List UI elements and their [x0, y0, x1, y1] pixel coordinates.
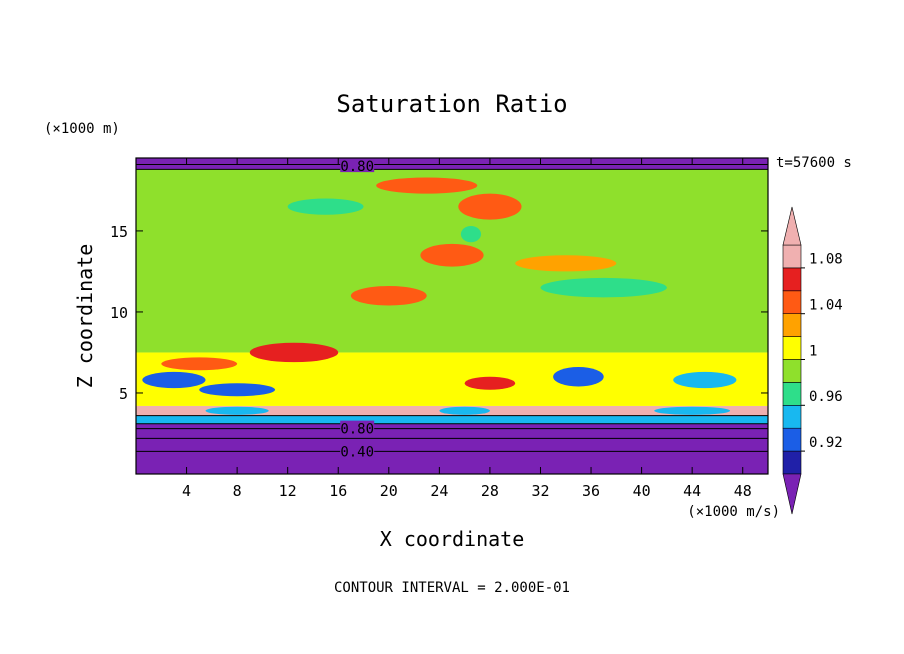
field-band [136, 158, 768, 170]
field-feature [515, 255, 617, 272]
field-feature [205, 406, 269, 415]
x-tick-label: 48 [734, 482, 752, 500]
y-axis-title: Z coordinate [73, 244, 97, 389]
plot-frame [135, 157, 769, 475]
colorbar-segment [782, 382, 802, 406]
x-tick-label: 16 [329, 482, 347, 500]
chart-title: Saturation Ratio [336, 90, 567, 118]
contour-lines: 0.80 0.80 0.40 [136, 158, 768, 460]
y-unit-label: (×1000 m) [44, 121, 120, 137]
x-tick-label: 12 [279, 482, 297, 500]
field-feature [199, 383, 276, 397]
field-feature [458, 193, 522, 220]
contour-label: 0.80 [340, 422, 374, 438]
colorbar-extend-bottom [782, 473, 802, 515]
colorbar-tick-label: 1.04 [809, 298, 843, 314]
field-feature [249, 342, 339, 363]
colorbar-segment [782, 359, 802, 383]
x-axis-title: X coordinate [380, 527, 525, 551]
field-feature [287, 198, 364, 215]
colorbar-segment [782, 336, 802, 360]
contour-interval-label: CONTOUR INTERVAL = 2.000E-01 [334, 580, 570, 596]
contour-label-bg [340, 443, 375, 458]
field-feature [376, 177, 478, 194]
colorbar-tick-label: 0.92 [809, 435, 843, 451]
field-feature [420, 243, 484, 267]
field-feature [350, 286, 427, 306]
y-tick-label: 15 [110, 223, 128, 241]
field-feature [161, 357, 238, 371]
y-tick-label: 10 [110, 304, 128, 322]
colorbar-segment [782, 404, 802, 429]
x-axis: 4 8 12 16 20 24 28 32 36 40 44 48 [182, 158, 752, 500]
colorbar: 0.92 0.96 1 1.04 1.08 [782, 206, 843, 515]
x-tick-label: 32 [531, 482, 549, 500]
field-feature [673, 371, 737, 389]
colorbar-tick-label: 0.96 [809, 389, 843, 405]
field-feature [464, 376, 516, 390]
contour-label: 0.80 [340, 159, 374, 175]
field-feature [439, 406, 490, 415]
y-axis: 5 10 15 [110, 223, 768, 403]
colorbar-segment [782, 244, 802, 269]
x-tick-label: 28 [481, 482, 499, 500]
field-feature [654, 406, 731, 415]
x-tick-label: 4 [182, 482, 191, 500]
y-tick-label: 5 [119, 385, 128, 403]
x-tick-label: 20 [380, 482, 398, 500]
x-unit-label: (×1000 m/s) [687, 504, 780, 520]
x-tick-label: 40 [633, 482, 651, 500]
field-feature [460, 226, 482, 243]
field-feature [142, 371, 206, 389]
contour-label-bg [340, 158, 375, 173]
time-label: t=57600 s [776, 155, 852, 171]
colorbar-tick-label: 1.08 [809, 252, 843, 268]
colorbar-segment [782, 290, 802, 314]
colorbar-segment [782, 450, 802, 475]
colorbar-extend-top [782, 206, 802, 246]
contour-field [136, 158, 768, 474]
contour-label: 0.40 [340, 444, 374, 460]
x-tick-label: 36 [582, 482, 600, 500]
field-band [136, 415, 768, 424]
field-feature [553, 367, 604, 387]
field-band [136, 352, 768, 406]
colorbar-segment [782, 313, 802, 337]
contour-label-bg [340, 420, 375, 435]
colorbar-segment [782, 427, 802, 452]
field-feature [540, 277, 667, 298]
x-tick-label: 8 [233, 482, 242, 500]
x-tick-label: 44 [683, 482, 701, 500]
x-tick-label: 24 [430, 482, 448, 500]
colorbar-tick-label: 1 [809, 343, 817, 359]
colorbar-segment [782, 267, 802, 292]
field-band [136, 423, 768, 474]
